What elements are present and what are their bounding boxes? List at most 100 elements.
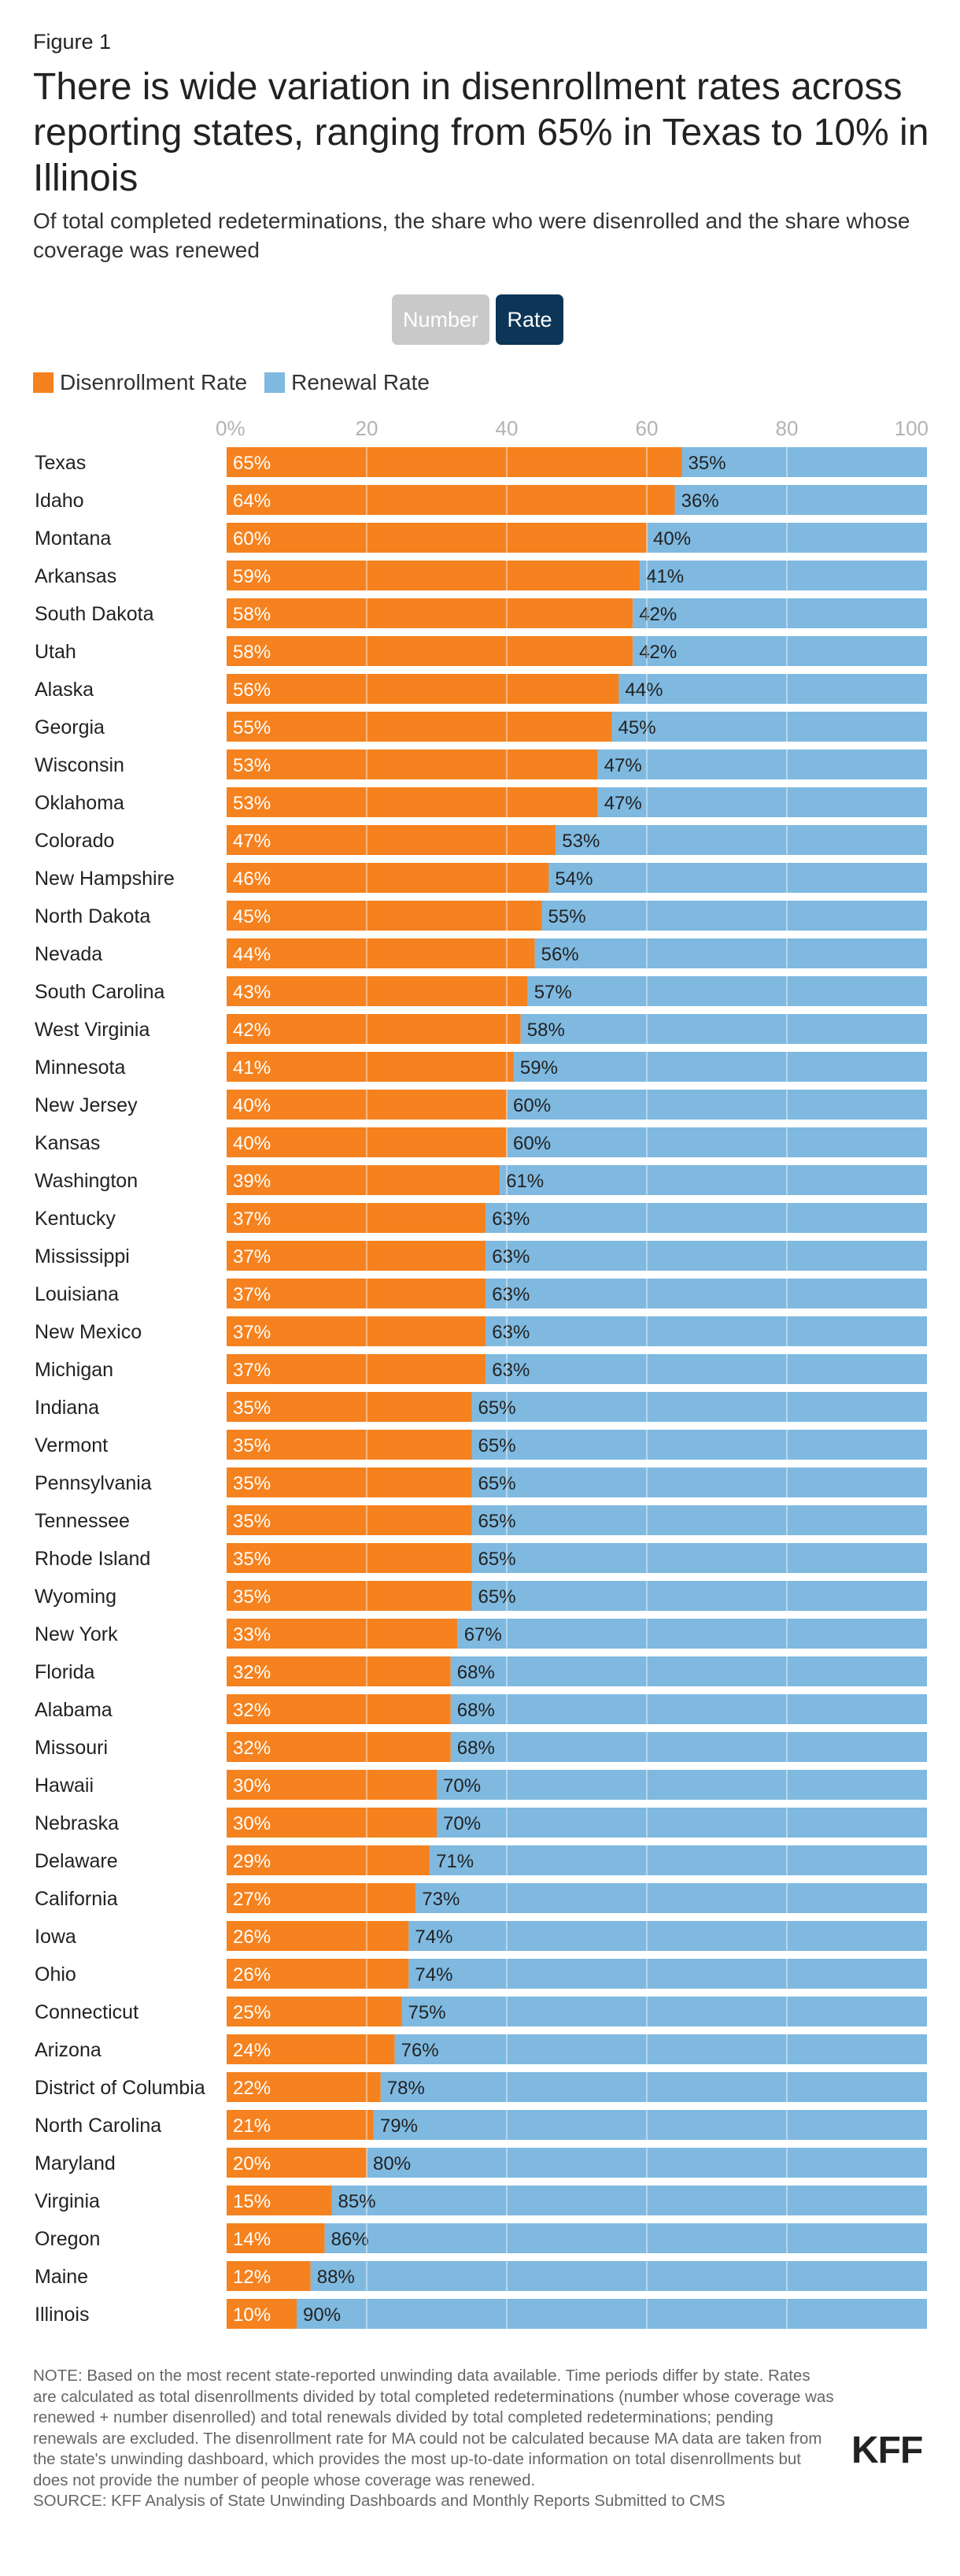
bar-disenrollment xyxy=(227,1656,451,1686)
rate-toggle-button[interactable]: Rate xyxy=(496,294,563,345)
bar-renewal xyxy=(548,863,927,893)
bar-renewal xyxy=(430,1845,927,1875)
category-label: Kansas xyxy=(35,1132,100,1154)
bar-renewal xyxy=(471,1392,927,1422)
data-label-renewal: 47% xyxy=(604,755,642,776)
data-label-disenrollment: 27% xyxy=(233,1889,271,1910)
data-label-disenrollment: 37% xyxy=(233,1322,271,1343)
data-label-renewal: 63% xyxy=(492,1360,530,1381)
data-label-disenrollment: 35% xyxy=(233,1473,271,1494)
bar-renewal xyxy=(437,1808,927,1838)
data-label-disenrollment: 37% xyxy=(233,1284,271,1305)
bar-disenrollment xyxy=(227,1543,472,1573)
category-label: New Mexico xyxy=(35,1321,142,1343)
bar-renewal xyxy=(394,2034,928,2064)
category-label: Nevada xyxy=(35,943,102,965)
bar-renewal xyxy=(297,2299,927,2329)
data-label-disenrollment: 44% xyxy=(233,944,271,965)
bar-disenrollment xyxy=(227,1959,409,1989)
category-label: South Dakota xyxy=(35,603,154,625)
bar-disenrollment xyxy=(227,712,612,742)
bar-renewal xyxy=(408,1921,927,1951)
category-label: Alaska xyxy=(35,679,94,701)
data-label-disenrollment: 58% xyxy=(233,604,271,625)
bar-renewal xyxy=(597,749,927,779)
bar-renewal xyxy=(380,2072,927,2102)
category-label: North Dakota xyxy=(35,905,150,927)
bar-renewal xyxy=(486,1279,927,1308)
category-label: New York xyxy=(35,1623,118,1645)
data-label-disenrollment: 35% xyxy=(233,1435,271,1456)
bar-disenrollment xyxy=(227,1468,472,1497)
bar-renewal xyxy=(408,1959,927,1989)
category-label: Vermont xyxy=(35,1434,108,1456)
category-label: Delaware xyxy=(35,1850,118,1872)
category-label: Louisiana xyxy=(35,1283,119,1305)
category-label: New Hampshire xyxy=(35,868,175,890)
bar-disenrollment xyxy=(227,1392,472,1422)
category-label: Pennsylvania xyxy=(35,1472,152,1494)
bar-disenrollment xyxy=(227,1014,521,1044)
bar-disenrollment xyxy=(227,1430,472,1460)
data-label-renewal: 86% xyxy=(331,2229,369,2250)
data-label-renewal: 71% xyxy=(436,1851,474,1872)
data-label-disenrollment: 43% xyxy=(233,982,271,1003)
bar-renewal xyxy=(633,598,927,628)
bar-renewal xyxy=(310,2261,927,2291)
bar-renewal xyxy=(324,2223,928,2253)
bar-renewal xyxy=(373,2110,927,2140)
bar-disenrollment xyxy=(227,1883,416,1913)
bar-renewal xyxy=(471,1505,927,1535)
bar-renewal xyxy=(507,1090,927,1120)
bar-disenrollment xyxy=(227,1203,486,1233)
bar-disenrollment xyxy=(227,1997,402,2026)
data-label-renewal: 63% xyxy=(492,1322,530,1343)
bar-disenrollment xyxy=(227,1316,486,1346)
data-label-renewal: 42% xyxy=(639,642,677,663)
data-label-renewal: 63% xyxy=(492,1284,530,1305)
legend-item-renewal[interactable]: Renewal Rate xyxy=(264,370,430,395)
bar-renewal xyxy=(527,976,927,1006)
bar-disenrollment xyxy=(227,1921,409,1951)
data-label-renewal: 68% xyxy=(457,1700,495,1721)
bar-renewal xyxy=(534,938,927,968)
bar-renewal xyxy=(674,485,927,515)
category-label: Indiana xyxy=(35,1397,99,1419)
data-label-renewal: 60% xyxy=(513,1095,551,1116)
bar-disenrollment xyxy=(227,2072,381,2102)
data-label-disenrollment: 35% xyxy=(233,1397,271,1419)
bar-renewal xyxy=(541,901,927,931)
legend-label-renewal: Renewal Rate xyxy=(291,370,430,394)
data-label-disenrollment: 30% xyxy=(233,1775,271,1797)
bar-disenrollment xyxy=(227,2223,325,2253)
data-label-disenrollment: 37% xyxy=(233,1208,271,1230)
x-tick-label: 40 xyxy=(496,416,519,440)
bar-renewal xyxy=(471,1581,927,1611)
category-label: South Carolina xyxy=(35,981,164,1003)
bar-disenrollment xyxy=(227,1241,486,1271)
chart-subtitle: Of total completed redeterminations, the… xyxy=(33,209,910,262)
data-label-renewal: 88% xyxy=(317,2267,355,2288)
category-label: Alabama xyxy=(35,1699,113,1721)
category-label: Nebraska xyxy=(35,1812,119,1834)
category-label: Florida xyxy=(35,1661,95,1683)
category-label: Washington xyxy=(35,1170,138,1192)
chart-notes: NOTE: Based on the most recent state-rep… xyxy=(33,2366,836,2512)
bar-disenrollment xyxy=(227,2186,332,2215)
category-label: Colorado xyxy=(35,830,114,852)
data-label-renewal: 68% xyxy=(457,1662,495,1683)
data-label-renewal: 63% xyxy=(492,1208,530,1230)
bar-disenrollment xyxy=(227,447,682,477)
bar-disenrollment xyxy=(227,1732,451,1762)
bar-renewal xyxy=(640,561,927,590)
x-tick-label: 20 xyxy=(356,416,378,440)
bar-disenrollment xyxy=(227,598,633,628)
data-label-renewal: 55% xyxy=(548,906,586,927)
data-label-renewal: 44% xyxy=(625,679,663,701)
bar-disenrollment xyxy=(227,2261,311,2291)
number-toggle-button[interactable]: Number xyxy=(392,294,489,345)
legend-item-disenrollment[interactable]: Disenrollment Rate xyxy=(33,370,247,395)
data-label-disenrollment: 21% xyxy=(233,2115,271,2137)
data-label-renewal: 90% xyxy=(303,2304,341,2326)
x-tick-label: 100 xyxy=(895,416,929,440)
